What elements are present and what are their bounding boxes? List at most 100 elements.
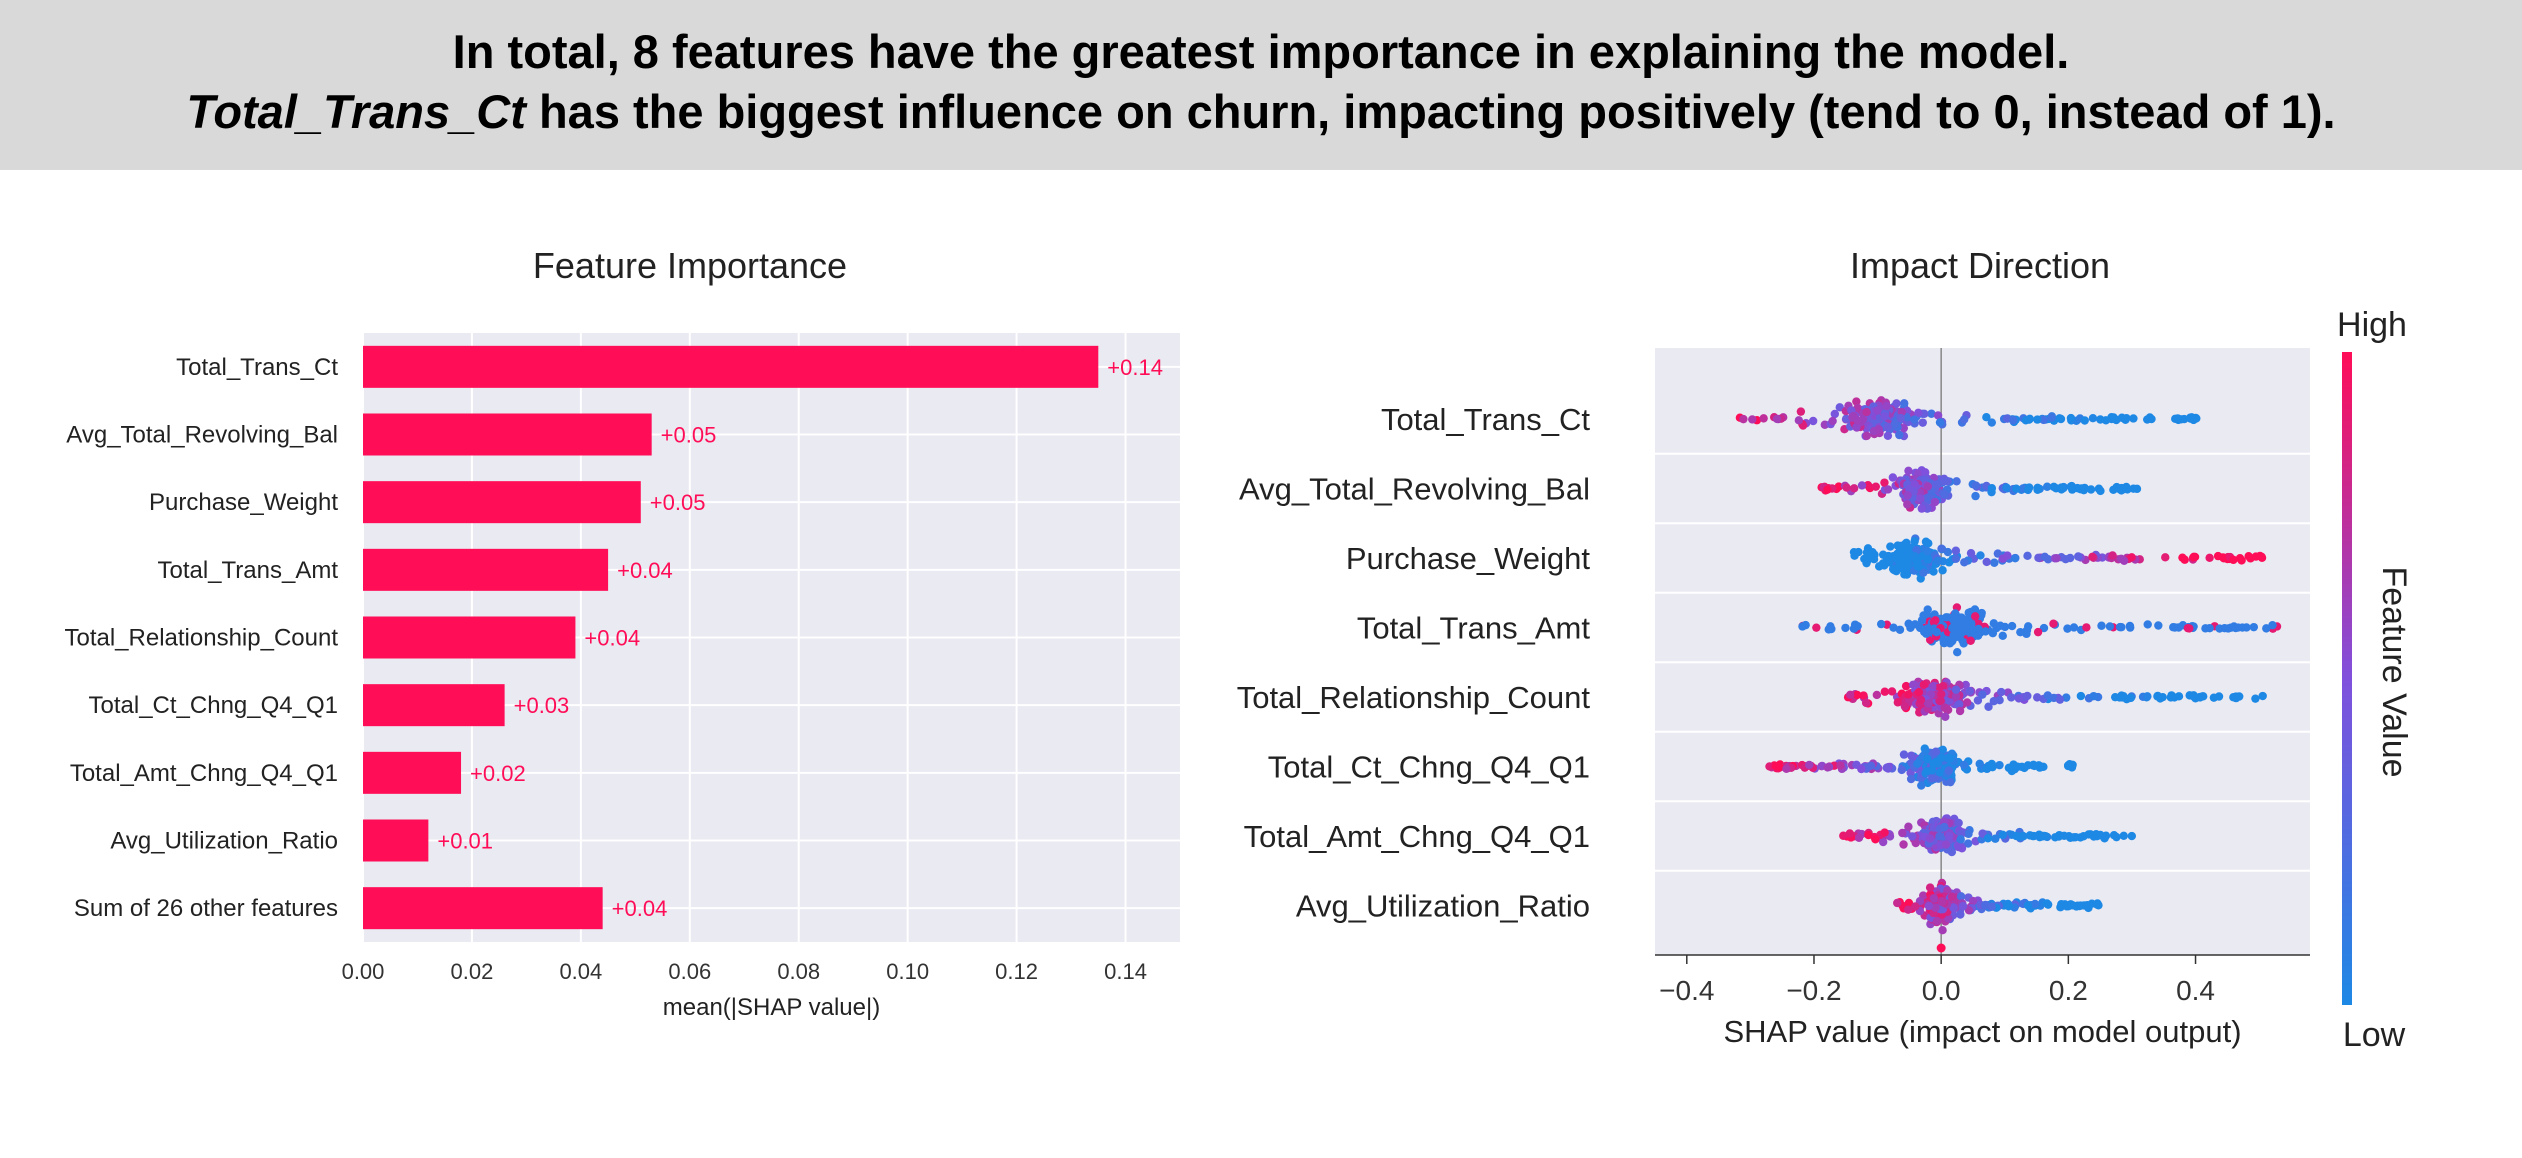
beeswarm-point xyxy=(1933,916,1942,926)
beeswarm-point xyxy=(1952,477,1961,486)
beeswarm-point xyxy=(1919,611,1928,620)
beeswarm-point xyxy=(1827,624,1836,634)
beeswarm-point xyxy=(2161,553,2170,562)
beeswarm-point xyxy=(1853,690,1862,700)
beeswarm-chart-title: Impact Direction xyxy=(1849,245,2111,286)
beeswarm-point xyxy=(1918,418,1927,427)
beeswarm-point xyxy=(1853,621,1862,631)
beeswarm-point xyxy=(1959,760,1969,770)
bar xyxy=(363,819,429,862)
beeswarm-point xyxy=(1899,840,1908,849)
beeswarm-point xyxy=(1943,547,1953,557)
beeswarm-point xyxy=(1862,407,1871,417)
beeswarm-point xyxy=(1884,551,1893,561)
beeswarm-point xyxy=(1938,566,1947,575)
beeswarm-point xyxy=(1904,898,1914,908)
beeswarm-point xyxy=(2096,486,2105,496)
beeswarm-point xyxy=(1922,767,1932,776)
bar-x-axis-label: mean(|SHAP value|) xyxy=(663,994,880,1021)
beeswarm-point xyxy=(1903,491,1912,500)
colorbar xyxy=(2342,352,2352,1005)
beeswarm-point xyxy=(1992,623,2001,633)
beeswarm-category-label: Total_Amt_Chng_Q4_Q1 xyxy=(1244,819,1590,854)
beeswarm-point xyxy=(2167,691,2176,700)
beeswarm-point xyxy=(1903,500,1912,509)
colorbar-axis-label: Feature Value xyxy=(2375,566,2413,777)
beeswarm-point xyxy=(1857,764,1866,774)
beeswarm-point xyxy=(1953,647,1962,657)
beeswarm-point xyxy=(1889,623,1898,632)
beeswarm-point xyxy=(1895,625,1905,634)
beeswarm-point xyxy=(2002,483,2011,492)
beeswarm-point xyxy=(1939,638,1949,648)
beeswarm-point xyxy=(2069,623,2079,632)
beeswarm-point xyxy=(2127,553,2136,562)
beeswarm-point xyxy=(1901,681,1911,691)
bar xyxy=(363,413,652,456)
bar-data-label: +0.05 xyxy=(661,423,717,448)
beeswarm-point xyxy=(2042,899,2052,908)
beeswarm-point xyxy=(2049,482,2059,492)
beeswarm-point xyxy=(2143,692,2152,701)
beeswarm-point xyxy=(1912,545,1921,555)
beeswarm-point xyxy=(1854,547,1863,557)
beeswarm-point xyxy=(1849,484,1859,493)
beeswarm-point xyxy=(1883,422,1892,432)
beeswarm-point xyxy=(1940,490,1949,499)
beeswarm-category-label: Total_Trans_Amt xyxy=(1357,611,1591,646)
beeswarm-point xyxy=(1739,414,1748,424)
beeswarm-point xyxy=(1841,623,1850,633)
beeswarm-point xyxy=(1956,835,1965,844)
beeswarm-point xyxy=(1925,834,1935,843)
beeswarm-point xyxy=(1947,892,1957,901)
beeswarm-x-tick-label: 0.2 xyxy=(2049,975,2088,1006)
beeswarm-point xyxy=(1890,420,1899,429)
bar-data-label: +0.01 xyxy=(437,829,493,854)
beeswarm-point xyxy=(1899,750,1909,759)
beeswarm-category-label: Total_Ct_Chng_Q4_Q1 xyxy=(1268,750,1590,785)
beeswarm-point xyxy=(2023,691,2032,701)
beeswarm-point xyxy=(2008,416,2018,425)
bar-category-label: Total_Trans_Amt xyxy=(157,557,338,584)
beeswarm-category-label: Avg_Utilization_Ratio xyxy=(1296,889,1590,924)
beeswarm-point xyxy=(1897,765,1906,775)
beeswarm-point xyxy=(1998,554,2007,563)
beeswarm-point xyxy=(2076,691,2086,701)
beeswarm-point xyxy=(1944,914,1953,923)
beeswarm-point xyxy=(1956,910,1965,919)
beeswarm-point xyxy=(1869,554,1879,564)
beeswarm-point xyxy=(1782,764,1791,774)
beeswarm-point xyxy=(2119,556,2129,565)
beeswarm-point xyxy=(1951,554,1961,563)
beeswarm-point xyxy=(2004,902,2013,911)
beeswarm-point xyxy=(2119,691,2128,701)
beeswarm-point xyxy=(1988,762,1997,772)
beeswarm-point xyxy=(1823,485,1832,494)
beeswarm-point xyxy=(1801,620,1810,630)
beeswarm-point xyxy=(1945,831,1954,841)
beeswarm-point xyxy=(1771,761,1780,771)
beeswarm-point xyxy=(1823,763,1832,772)
beeswarm-point xyxy=(1882,401,1891,411)
beeswarm-point xyxy=(1931,903,1940,913)
beeswarm-point xyxy=(2121,415,2130,424)
beeswarm-point xyxy=(1938,681,1948,691)
beeswarm-point xyxy=(1991,834,2000,843)
beeswarm-point xyxy=(1888,473,1898,482)
beeswarm-point xyxy=(1932,628,1941,637)
beeswarm-point xyxy=(1940,822,1949,832)
beeswarm-point xyxy=(1995,695,2004,705)
beeswarm-point xyxy=(2108,551,2117,560)
bar-category-label: Avg_Total_Revolving_Bal xyxy=(66,422,338,449)
beeswarm-point xyxy=(2071,832,2080,842)
beeswarm-point xyxy=(1937,689,1946,699)
beeswarm-point xyxy=(1886,542,1895,551)
beeswarm-point xyxy=(2065,553,2075,563)
beeswarm-point xyxy=(2229,555,2238,565)
beeswarm-point xyxy=(1978,690,1987,699)
beeswarm-point xyxy=(2195,693,2205,702)
beeswarm-point xyxy=(1907,751,1916,760)
beeswarm-point xyxy=(2021,627,2031,636)
beeswarm-point xyxy=(2080,416,2089,425)
